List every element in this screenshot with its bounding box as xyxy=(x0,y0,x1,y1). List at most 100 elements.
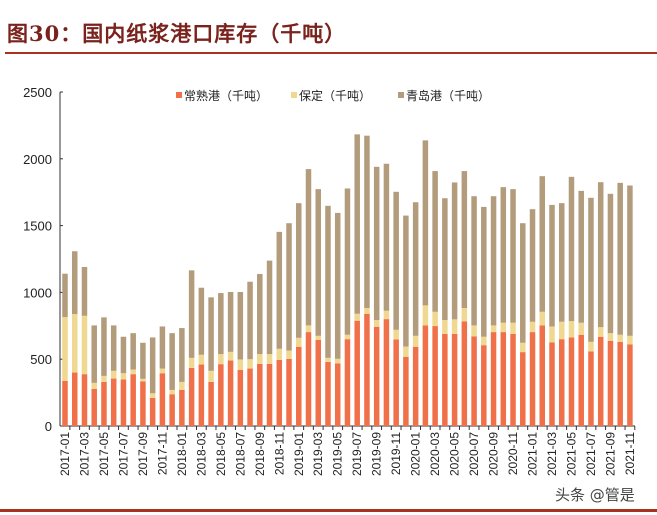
bar-changshu xyxy=(568,337,575,426)
bar-changshu xyxy=(110,378,117,426)
bar-qingdao xyxy=(412,202,419,336)
bar-changshu xyxy=(237,369,244,426)
bar-changshu xyxy=(558,339,565,426)
bar-baoding xyxy=(266,354,273,364)
x-tick-label: 2019-11 xyxy=(389,432,403,475)
bar-changshu xyxy=(315,339,321,426)
bar-changshu xyxy=(140,381,146,426)
bar-baoding xyxy=(198,354,205,365)
bar-changshu xyxy=(373,326,380,426)
x-tick-label: 2020-07 xyxy=(467,432,481,476)
bar-baoding xyxy=(110,370,117,379)
bar-changshu xyxy=(334,363,341,426)
bar-changshu xyxy=(169,394,175,426)
bar-baoding xyxy=(120,373,127,380)
bar-qingdao xyxy=(81,267,88,316)
bar-changshu xyxy=(149,397,156,426)
bar-qingdao xyxy=(266,260,273,355)
bar-qingdao xyxy=(383,163,390,311)
bar-qingdao xyxy=(558,203,565,322)
bar-baoding xyxy=(325,357,331,362)
bar-changshu xyxy=(529,332,536,426)
bar-baoding xyxy=(257,354,263,364)
bar-qingdao xyxy=(588,197,594,342)
bar-changshu xyxy=(451,333,458,426)
y-tick-label: 500 xyxy=(30,352,52,367)
bar-baoding xyxy=(461,308,468,322)
bar-changshu xyxy=(218,364,224,426)
bar-changshu xyxy=(422,325,429,426)
bar-baoding xyxy=(442,320,448,334)
bar-qingdao xyxy=(208,297,214,371)
bar-changshu xyxy=(597,336,604,426)
x-tick-label: 2018-01 xyxy=(175,432,189,476)
bar-changshu xyxy=(188,367,195,426)
x-tick-label: 2021-03 xyxy=(545,432,559,476)
bar-changshu xyxy=(588,351,594,426)
x-tick-label: 2018-11 xyxy=(272,432,286,475)
bar-changshu xyxy=(364,313,370,426)
bar-baoding xyxy=(627,335,633,345)
bar-changshu xyxy=(305,332,312,426)
bar-qingdao xyxy=(529,209,536,322)
bar-baoding xyxy=(286,350,292,359)
bar-changshu xyxy=(354,320,360,426)
bar-qingdao xyxy=(481,206,487,337)
bar-qingdao xyxy=(71,251,78,315)
bar-baoding xyxy=(159,368,166,374)
bar-baoding xyxy=(373,320,380,327)
x-tick-label: 2017-11 xyxy=(155,432,169,475)
bar-qingdao xyxy=(305,169,312,326)
bar-baoding xyxy=(169,389,175,395)
bar-baoding xyxy=(432,311,438,327)
bar-changshu xyxy=(481,345,487,426)
bar-baoding xyxy=(481,336,487,346)
bar-baoding xyxy=(179,381,185,390)
bar-baoding xyxy=(140,378,146,382)
bar-changshu xyxy=(257,363,263,426)
bar-changshu xyxy=(520,352,526,426)
bar-changshu xyxy=(344,339,351,426)
bar-baoding xyxy=(276,348,283,360)
x-tick-label: 2021-07 xyxy=(584,432,598,476)
x-tick-label: 2017-03 xyxy=(77,432,91,476)
bar-qingdao xyxy=(539,176,546,312)
bar-baoding xyxy=(364,308,370,314)
bar-baoding xyxy=(451,319,458,334)
bar-baoding xyxy=(529,321,536,333)
bar-baoding xyxy=(237,359,244,370)
bar-qingdao xyxy=(169,333,175,390)
x-tick-label: 2018-05 xyxy=(214,432,228,476)
bar-baoding xyxy=(578,322,584,335)
y-tick-label: 0 xyxy=(45,419,52,434)
bar-baoding xyxy=(81,315,88,375)
bar-baoding xyxy=(71,314,78,373)
bar-baoding xyxy=(403,346,409,357)
x-tick-label: 2020-11 xyxy=(506,432,520,475)
bar-qingdao xyxy=(198,287,205,355)
x-tick-label: 2019-01 xyxy=(292,432,306,476)
bar-qingdao xyxy=(627,185,633,336)
bar-changshu xyxy=(81,374,88,426)
bar-qingdao xyxy=(218,293,224,355)
bar-changshu xyxy=(549,342,555,426)
x-tick-label: 2021-11 xyxy=(623,432,637,475)
bar-baoding xyxy=(520,342,526,353)
bar-baoding xyxy=(208,370,214,382)
bar-qingdao xyxy=(325,205,331,358)
bar-qingdao xyxy=(490,196,497,326)
bar-qingdao xyxy=(159,326,166,369)
x-tick-label: 2019-07 xyxy=(350,432,364,476)
bar-baoding xyxy=(412,335,419,347)
bar-qingdao xyxy=(451,182,458,320)
x-tick-label: 2017-07 xyxy=(116,432,130,476)
bar-baoding xyxy=(305,325,312,333)
figure-title: 图30：国内纸浆港口库存（千吨） xyxy=(7,21,347,46)
bar-baoding xyxy=(471,325,477,337)
watermark: 头条 @管是 xyxy=(555,486,635,504)
bar-qingdao xyxy=(286,223,292,351)
bar-changshu xyxy=(607,340,614,426)
bar-qingdao xyxy=(442,198,448,321)
bar-qingdao xyxy=(276,231,283,349)
bar-baoding xyxy=(539,311,546,326)
